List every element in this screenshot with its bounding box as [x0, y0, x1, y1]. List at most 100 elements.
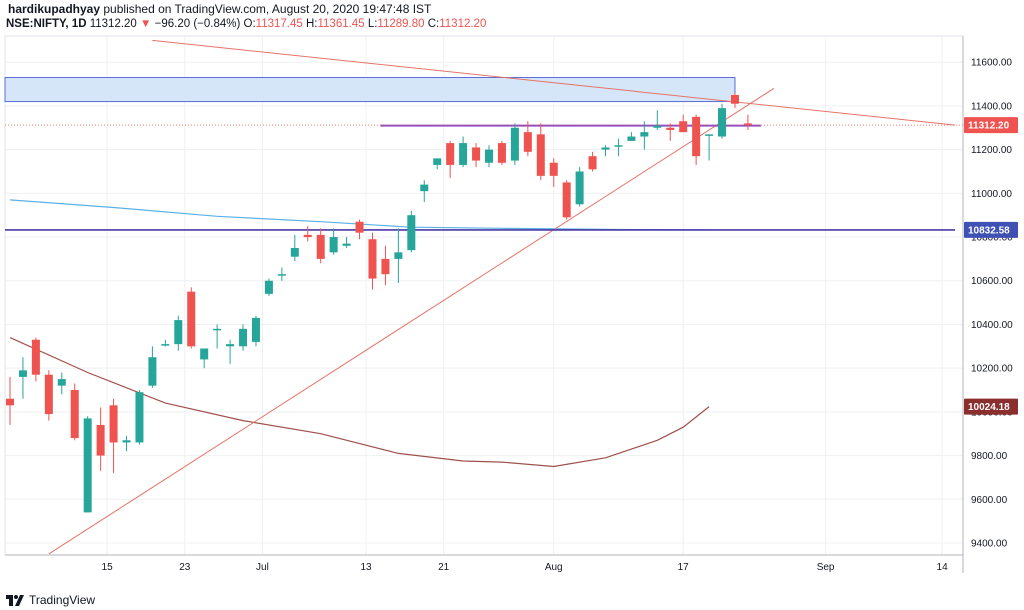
- candle-body: [653, 125, 662, 128]
- candle-body: [562, 182, 571, 218]
- published-text: published on TradingView.com, August 20,…: [103, 2, 432, 16]
- time-tick-label: 23: [179, 562, 191, 573]
- candle-body: [407, 215, 416, 251]
- price-tick-label: 10400.00: [971, 320, 1013, 331]
- candle-body: [161, 344, 170, 346]
- time-tick-label: Sep: [817, 562, 835, 573]
- candle-body: [588, 156, 597, 170]
- candle-body: [472, 147, 481, 161]
- candle-body: [148, 357, 157, 386]
- candle-body: [316, 234, 325, 259]
- high-value: 11361.45: [317, 18, 365, 30]
- candle-body: [251, 317, 260, 342]
- brand-name: TradingView: [29, 593, 96, 607]
- author-name[interactable]: hardikupadhyay: [8, 2, 101, 16]
- price-tick-label: 10600.00: [971, 276, 1013, 287]
- low-value: 11289.80: [377, 18, 425, 30]
- price-label-text: 10832.58: [968, 225, 1010, 236]
- candle-body: [394, 252, 403, 259]
- time-tick-label: 17: [678, 562, 690, 573]
- candle-body: [692, 116, 701, 157]
- candle-body: [433, 158, 442, 165]
- tradingview-icon: [6, 594, 24, 606]
- high-label: H:: [305, 18, 318, 30]
- candle-body: [329, 237, 338, 253]
- candle-body: [135, 392, 144, 443]
- candle-body: [743, 123, 752, 126]
- candle-body: [381, 258, 390, 275]
- open-label: O:: [243, 18, 256, 30]
- price-label-text: 10024.18: [968, 402, 1010, 413]
- candle-body: [342, 243, 351, 246]
- candle-body: [44, 374, 53, 415]
- last-price: 11312.20: [89, 18, 137, 30]
- candle-body: [510, 127, 519, 161]
- candle-body: [122, 440, 131, 443]
- candle-body: [57, 379, 66, 386]
- plot-area: [4, 35, 964, 556]
- price-tick-label: 10800.00: [971, 233, 1013, 244]
- candle-body: [277, 274, 286, 276]
- candle-body: [718, 108, 727, 137]
- candle-body: [485, 149, 493, 163]
- price-label-tag: [964, 117, 1018, 134]
- price-tick-label: 9800.00: [971, 451, 1008, 462]
- candle-body: [368, 239, 377, 279]
- candle-body: [303, 234, 312, 238]
- price-tick-label: 10200.00: [971, 364, 1013, 375]
- time-tick-label: Jul: [256, 562, 269, 573]
- resistance-zone: [4, 77, 736, 103]
- candle-body: [679, 121, 688, 133]
- candle-body: [355, 221, 364, 233]
- time-tick-label: 21: [438, 562, 450, 573]
- candle-body: [187, 291, 196, 347]
- candle-body: [730, 95, 739, 104]
- candle-body: [420, 184, 429, 192]
- candle-body: [200, 348, 209, 360]
- symbol-label[interactable]: NSE:NIFTY, 1D: [6, 18, 87, 30]
- candle-body: [83, 418, 92, 513]
- candle-body: [549, 162, 558, 176]
- low-label: L:: [367, 18, 378, 30]
- publish-info: hardikupadhyay published on TradingView.…: [8, 2, 431, 16]
- price-tick-label: 9600.00: [971, 495, 1008, 506]
- candle-body: [290, 247, 299, 257]
- close-label: C:: [427, 18, 440, 30]
- legend-bar: NSE:NIFTY, 1D 11312.20 ▼ −96.20 (−0.84%)…: [6, 18, 486, 30]
- candle-body: [109, 405, 118, 443]
- price-tick-label: 11400.00: [971, 101, 1012, 112]
- candle-body: [497, 143, 506, 163]
- close-value: 11312.20: [439, 18, 487, 30]
- candle-body: [614, 145, 623, 147]
- candle-body: [226, 344, 235, 347]
- candle-body: [627, 136, 636, 141]
- candle-body: [666, 127, 675, 130]
- tradingview-logo[interactable]: TradingView: [6, 593, 95, 607]
- candle-body: [575, 171, 584, 205]
- candle-body: [705, 134, 714, 136]
- candle-body: [213, 328, 222, 331]
- candle-body: [6, 398, 14, 406]
- time-tick-label: 14: [937, 562, 949, 573]
- time-tick-label: 13: [360, 562, 372, 573]
- candle-body: [446, 143, 455, 165]
- price-tick-label: 11600.00: [971, 58, 1012, 69]
- price-tick-label: 11200.00: [971, 145, 1012, 156]
- price-tick-label: 9400.00: [971, 538, 1008, 549]
- candle-body: [18, 370, 27, 377]
- trend-line-1: [48, 88, 775, 555]
- price-label-tag: [964, 221, 1018, 238]
- price-label-tag: [964, 398, 1018, 415]
- candle-body: [601, 147, 610, 150]
- down-arrow-icon: ▼: [140, 18, 152, 30]
- candle-body: [264, 280, 273, 294]
- moving-average-2: [9, 337, 710, 468]
- time-tick-label: Aug: [545, 562, 563, 573]
- candle-body: [640, 132, 649, 137]
- candle-body: [536, 134, 545, 176]
- candle-body: [70, 390, 79, 439]
- candle-body: [174, 320, 183, 345]
- price-tick-label: 11000.00: [971, 189, 1012, 200]
- candle-body: [523, 132, 532, 152]
